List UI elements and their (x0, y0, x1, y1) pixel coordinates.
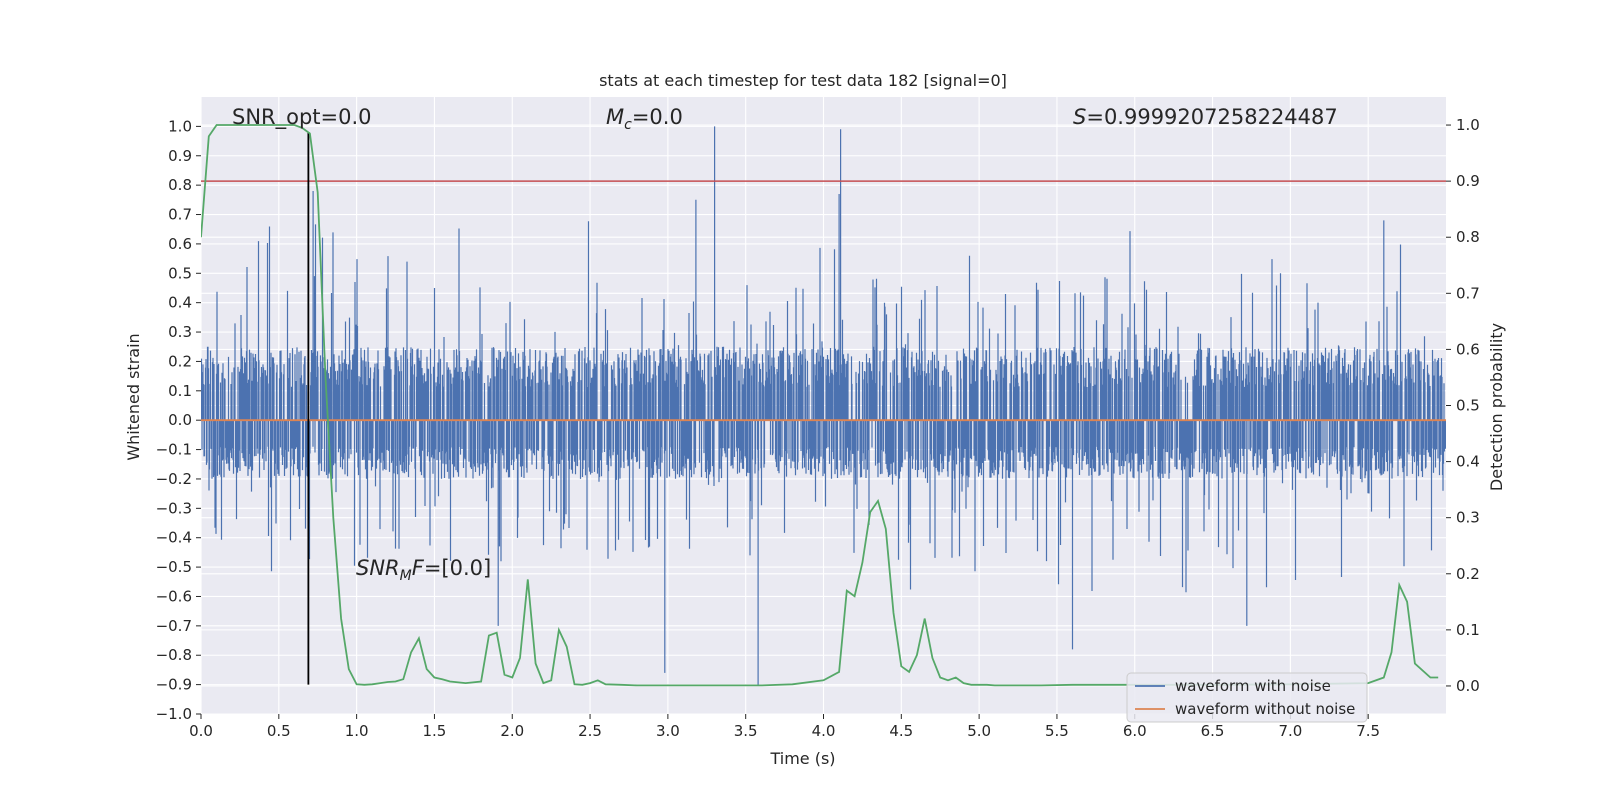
legend-entry-noise: waveform with noise (1175, 677, 1331, 695)
annotation-s-value: =0.9999207258224487 (1086, 105, 1337, 129)
y-tick-label-7: −0.3 (156, 499, 192, 517)
overlay-series (201, 124, 1446, 687)
y-tick-label-18: 0.8 (168, 176, 192, 194)
x-tick-label-5: 2.5 (578, 722, 602, 740)
y-tick-label-0: −1.0 (156, 705, 192, 723)
y2-tick-label-1: 0.1 (1456, 621, 1480, 639)
annotation-mc: Mc=0.0 (606, 105, 683, 133)
x-tick-label-6: 3.0 (656, 722, 680, 740)
x-tick-label-3: 1.5 (423, 722, 447, 740)
y2-tick-label-3: 0.3 (1456, 509, 1480, 527)
annotation-s: S=0.9999207258224487 (1073, 105, 1338, 129)
y2-tick-label-6: 0.6 (1456, 340, 1480, 358)
x-tick-label-2: 1.0 (345, 722, 369, 740)
annotation-snr-mf-symbol: SNR (356, 556, 400, 580)
y-tick-label-19: 0.9 (168, 147, 192, 165)
x-tick-label-12: 6.0 (1123, 722, 1147, 740)
y2-tick-label-7: 0.7 (1456, 284, 1480, 302)
y-tick-label-11: 0.1 (168, 382, 192, 400)
y-tick-label-13: 0.3 (168, 323, 192, 341)
y2-tick-label-8: 0.8 (1456, 228, 1480, 246)
y-tick-label-12: 0.2 (168, 352, 192, 370)
annotation-snr-mf-subscript: M (400, 568, 412, 584)
y-tick-label-6: −0.4 (156, 529, 192, 547)
detection-probability-line (201, 124, 1439, 687)
y-tick-label-2: −0.8 (156, 646, 192, 664)
y-tick-label-10: 0.0 (168, 411, 192, 429)
y-tick-label-14: 0.4 (168, 294, 192, 312)
annotation-snr-opt: SNR_opt=0.0 (232, 105, 372, 130)
y-tick-label-20: 1.0 (168, 117, 192, 135)
x-tick-label-9: 4.5 (889, 722, 913, 740)
y2-tick-label-5: 0.5 (1456, 397, 1480, 415)
y2-tick-label-2: 0.2 (1456, 565, 1480, 583)
annotation-snr-mf-tail: F (412, 556, 425, 580)
y-tick-label-17: 0.7 (168, 206, 192, 224)
annotation-snr-mf-value: =[0.0] (424, 556, 491, 580)
y-tick-label-8: −0.2 (156, 470, 192, 488)
y2-tick-label-4: 0.4 (1456, 453, 1480, 471)
y-tick-label-9: −0.1 (156, 441, 192, 459)
annotation-mc-value: =0.0 (632, 105, 683, 129)
y2-tick-label-9: 0.9 (1456, 172, 1480, 190)
y2-tick-label-0: 0.0 (1456, 677, 1480, 695)
y-tick-label-5: −0.5 (156, 558, 192, 576)
y-tick-label-4: −0.6 (156, 587, 192, 605)
annotation-mc-symbol: M (606, 105, 624, 129)
legend-box (1126, 672, 1368, 723)
x-tick-label-15: 7.5 (1356, 722, 1380, 740)
x-tick-label-13: 6.5 (1201, 722, 1225, 740)
x-tick-label-8: 4.0 (812, 722, 836, 740)
x-tick-label-14: 7.0 (1278, 722, 1302, 740)
y2-axis-label: Detection probability (1487, 323, 1506, 491)
annotation-s-symbol: S (1073, 105, 1086, 129)
legend-entry-clean: waveform without noise (1175, 700, 1355, 718)
y2-tick-label-10: 1.0 (1456, 116, 1480, 134)
noise-waveform-series (201, 126, 1446, 685)
x-axis-ticks: 0.0 0.5 1.0 1.5 2.0 2.5 3.0 3.5 4.0 4.5 5.0 5.5 6.0 6… (189, 714, 1380, 740)
x-tick-label-0: 0.0 (189, 722, 213, 740)
x-tick-label-10: 5.0 (967, 722, 991, 740)
y-axis-label: Whitened strain (124, 333, 143, 460)
x-axis-label: Time (s) (769, 749, 835, 768)
annotation-mc-subscript: c (624, 117, 632, 133)
y-axis-ticks: −1.0 −0.9 −0.8 −0.7 −0.6 −0.5 −0.4 −0.3 −0.2 −0.1… (156, 117, 201, 723)
noise-waveform-line (201, 126, 1446, 685)
annotation-snr-mf: SNRMF=[0.0] (356, 556, 491, 584)
x-tick-label-11: 5.5 (1045, 722, 1069, 740)
legend: waveform with noise waveform without noi… (1126, 672, 1368, 723)
y-tick-label-1: −0.9 (156, 676, 192, 694)
y-tick-label-3: −0.7 (156, 617, 192, 635)
x-tick-label-4: 2.0 (500, 722, 524, 740)
x-tick-label-1: 0.5 (267, 722, 291, 740)
y2-axis-ticks: 0.0 0.1 0.2 0.3 0.4 0.5 0.6 0.7 0.8 0.9 1.0 (1446, 116, 1480, 695)
y-tick-label-15: 0.5 (168, 264, 192, 282)
chart-title: stats at each timestep for test data 182… (599, 71, 1007, 90)
x-tick-label-7: 3.5 (734, 722, 758, 740)
y-tick-label-16: 0.6 (168, 235, 192, 253)
